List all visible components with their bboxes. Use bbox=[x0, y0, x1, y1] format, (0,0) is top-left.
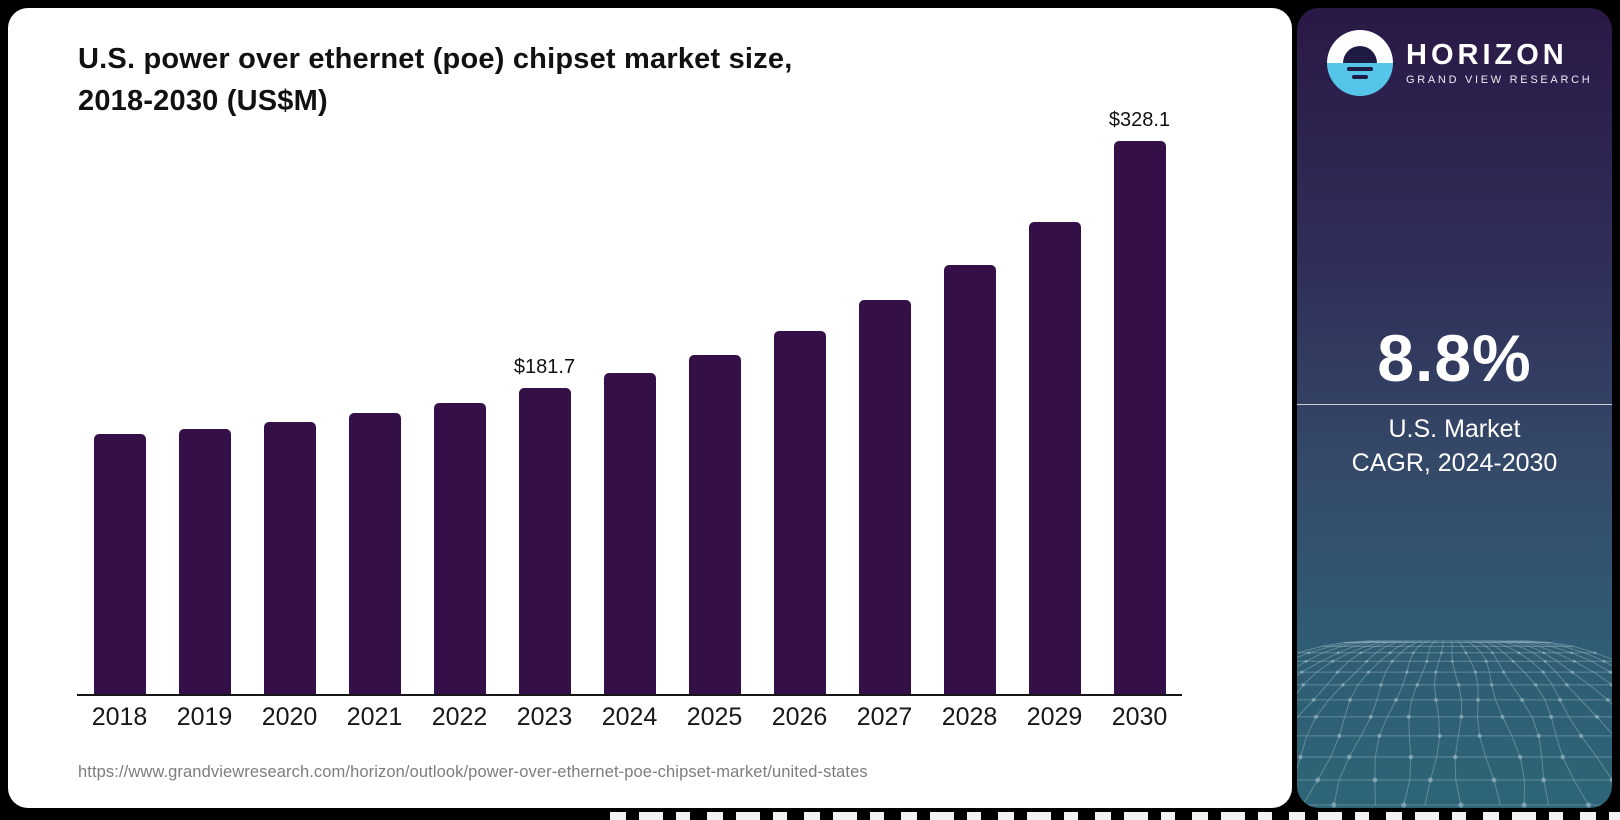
logo-dash bbox=[1352, 74, 1368, 79]
bar-slot-2029 bbox=[1012, 190, 1097, 694]
bar-2021 bbox=[348, 413, 401, 694]
x-axis-line bbox=[77, 694, 1182, 696]
x-tick-2019: 2019 bbox=[176, 703, 233, 731]
bar-2028 bbox=[943, 265, 996, 694]
bar-value-label-2023: $181.7 bbox=[513, 356, 576, 378]
brand-name: HORIZON bbox=[1406, 38, 1568, 71]
x-tick-2026: 2026 bbox=[771, 703, 828, 731]
x-tick-2022: 2022 bbox=[431, 703, 488, 731]
x-tick-2029: 2029 bbox=[1026, 703, 1083, 731]
bar-slot-2020 bbox=[247, 390, 332, 694]
stat-divider bbox=[1297, 404, 1612, 405]
brand-text: HORIZON GRAND VIEW RESEARCH bbox=[1406, 38, 1593, 87]
brand-block: HORIZON GRAND VIEW RESEARCH bbox=[1327, 30, 1592, 96]
x-tick-2025: 2025 bbox=[686, 703, 743, 731]
x-tick-2018: 2018 bbox=[91, 703, 148, 731]
axis-ticks: 2018 2019 2020 2021 2022 2023 2024 2025 2026 2027… bbox=[77, 703, 1182, 732]
horizon-logo-icon bbox=[1327, 30, 1393, 96]
logo-dash bbox=[1347, 66, 1373, 71]
mesh-pattern bbox=[1297, 640, 1612, 808]
stat-caption-line-2: CAGR, 2024-2030 bbox=[1351, 449, 1558, 478]
logo-sunrise-dome bbox=[1343, 46, 1377, 63]
bar-slot-2021 bbox=[332, 381, 417, 694]
x-tick-2024: 2024 bbox=[601, 703, 658, 731]
bar-2025 bbox=[688, 355, 741, 694]
x-tick-2028: 2028 bbox=[941, 703, 998, 731]
x-tick-2021: 2021 bbox=[346, 703, 403, 731]
stat-caption-line-1: U.S. Market bbox=[1388, 415, 1521, 443]
bar-plot: $181.7 $328.1 bbox=[77, 105, 1182, 694]
chart-title-line-2: 2018-2030 (US$M) bbox=[78, 85, 328, 118]
chart-card: U.S. power over ethernet (poe) chipset m… bbox=[8, 8, 1292, 808]
bar-2019 bbox=[178, 429, 231, 694]
bar-slot-2019 bbox=[162, 397, 247, 694]
bar-2023 bbox=[518, 388, 571, 694]
bar-2024 bbox=[603, 373, 656, 694]
bar-slot-2018 bbox=[77, 402, 162, 694]
sidebar: HORIZON GRAND VIEW RESEARCH 8.8% U.S. Ma… bbox=[1297, 8, 1612, 808]
x-tick-2023: 2023 bbox=[516, 703, 573, 731]
bar-2026 bbox=[773, 331, 826, 694]
bar-slot-2026 bbox=[757, 299, 842, 694]
x-tick-2020: 2020 bbox=[261, 703, 318, 731]
cagr-stat-caption: U.S. Market CAGR, 2024-2030 bbox=[1297, 412, 1612, 481]
chart-title-line-1: U.S. power over ethernet (poe) chipset m… bbox=[78, 43, 793, 75]
bar-2020 bbox=[263, 422, 316, 694]
bar-2018 bbox=[93, 434, 146, 694]
bar-2029 bbox=[1028, 222, 1081, 694]
bar-slot-2024 bbox=[587, 341, 672, 694]
bar-value-label-2030: $328.1 bbox=[1108, 109, 1171, 131]
cagr-stat-value: 8.8% bbox=[1377, 321, 1532, 395]
bar-slot-2025 bbox=[672, 323, 757, 694]
chart-title: U.S. power over ethernet (poe) chipset m… bbox=[78, 38, 792, 122]
x-tick-2027: 2027 bbox=[856, 703, 913, 731]
bar-slot-2030: $328.1 bbox=[1097, 109, 1182, 694]
bar-slot-2027 bbox=[842, 268, 927, 694]
x-tick-2030: 2030 bbox=[1111, 703, 1168, 731]
bar-2030 bbox=[1113, 141, 1166, 694]
brand-tagline: GRAND VIEW RESEARCH bbox=[1406, 74, 1593, 87]
bar-slot-2022 bbox=[417, 371, 502, 694]
bar-2027 bbox=[858, 300, 911, 694]
bottom-edge-dashes bbox=[610, 812, 1620, 820]
bar-slot-2023: $181.7 bbox=[502, 356, 587, 694]
source-url: https://www.grandviewresearch.com/horizo… bbox=[78, 763, 868, 781]
bar-2022 bbox=[433, 403, 486, 694]
bar-slot-2028 bbox=[927, 233, 1012, 694]
